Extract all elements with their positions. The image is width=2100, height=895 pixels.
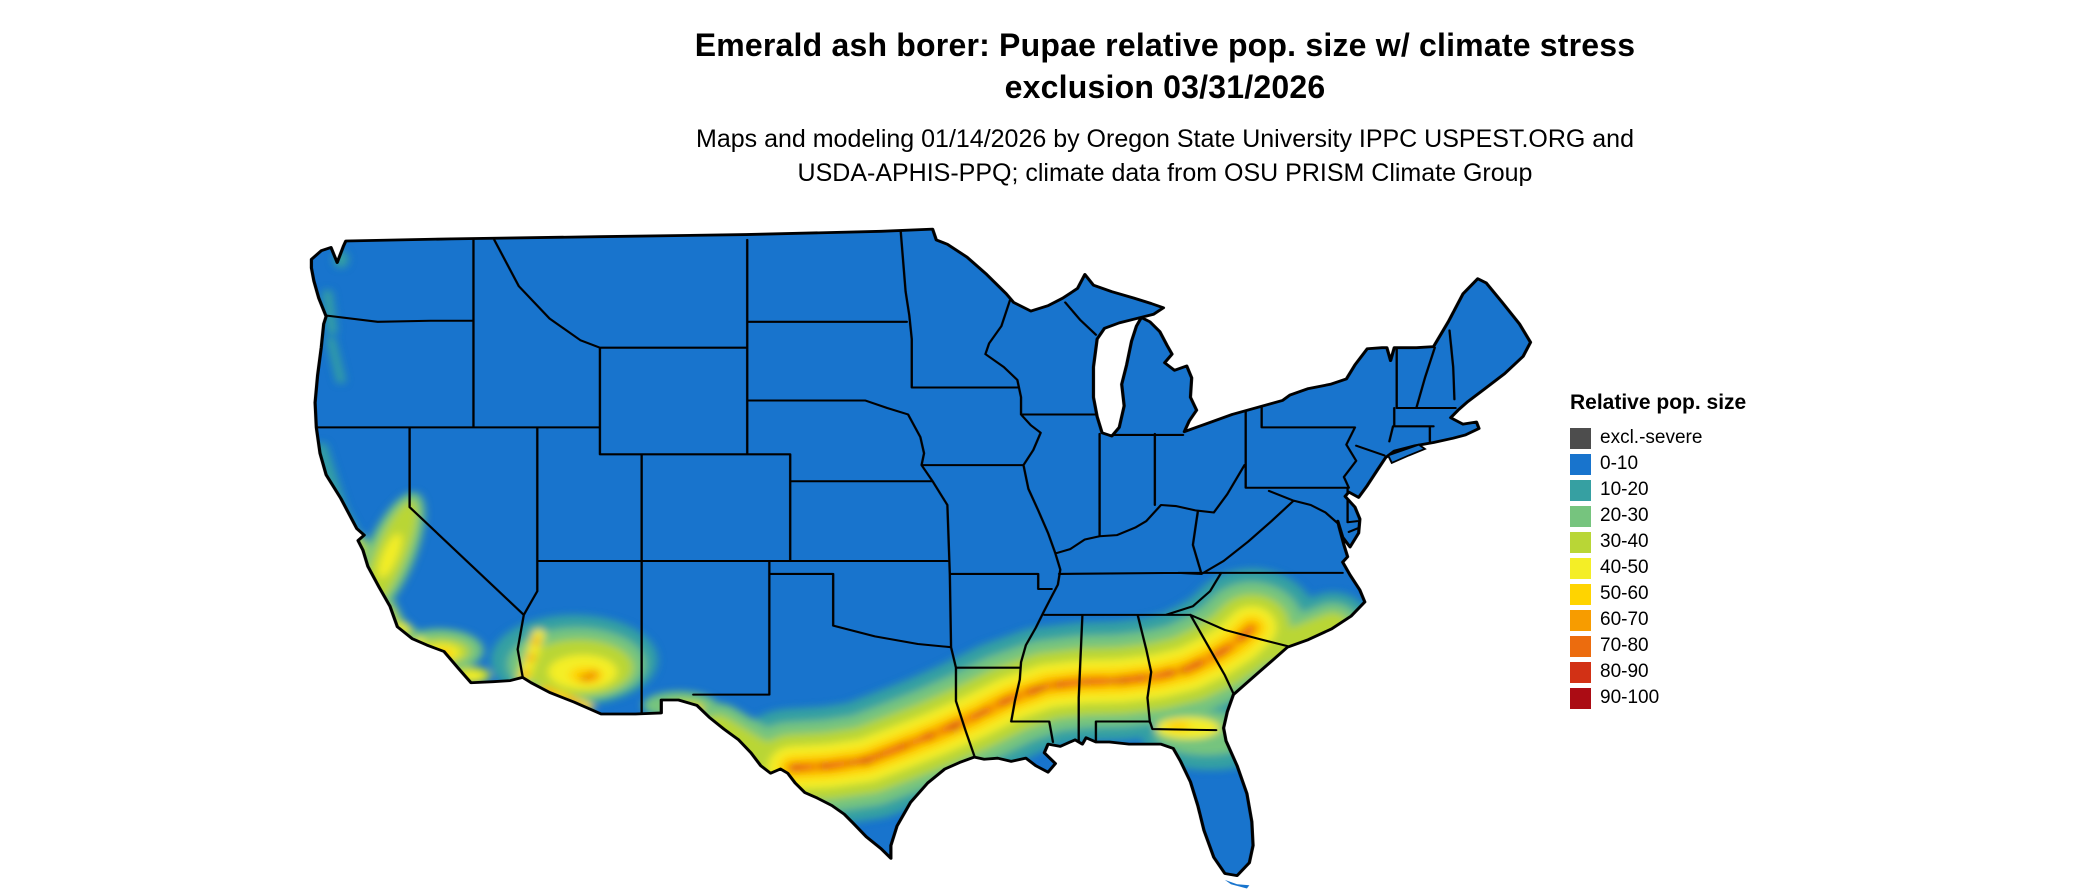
legend-item: 40-50 xyxy=(1570,555,1820,581)
legend-items: excl.-severe 0-10 10-20 20-30 30-40 40-50 50-6… xyxy=(1570,425,1820,711)
legend-label: 70-80 xyxy=(1600,635,1649,656)
legend-item: 30-40 xyxy=(1570,529,1820,555)
legend-swatch xyxy=(1570,427,1591,449)
map-area xyxy=(304,227,1544,895)
legend-swatch xyxy=(1570,661,1591,683)
legend-item: 10-20 xyxy=(1570,477,1820,503)
legend-item: 0-10 xyxy=(1570,451,1820,477)
legend-swatch xyxy=(1570,453,1591,475)
legend-label: 90-100 xyxy=(1600,687,1660,708)
legend-label: 80-90 xyxy=(1600,661,1649,682)
legend-item: 80-90 xyxy=(1570,659,1820,685)
legend-swatch xyxy=(1570,635,1591,657)
legend-swatch xyxy=(1570,505,1591,527)
map-title-line2: exclusion 03/31/2026 xyxy=(1004,69,1326,105)
legend-item: 60-70 xyxy=(1570,607,1820,633)
legend-item: 70-80 xyxy=(1570,633,1820,659)
legend-label: 20-30 xyxy=(1600,505,1649,526)
legend-swatch xyxy=(1570,531,1591,553)
map-subtitle: Maps and modeling 01/14/2026 by Oregon S… xyxy=(330,122,2000,190)
legend-swatch xyxy=(1570,479,1591,501)
map-title-line1: Emerald ash borer: Pupae relative pop. s… xyxy=(694,27,1636,63)
legend-item: 50-60 xyxy=(1570,581,1820,607)
legend-title: Relative pop. size xyxy=(1570,391,1747,414)
legend-label: 30-40 xyxy=(1600,531,1649,552)
legend-swatch xyxy=(1570,583,1591,605)
legend-item: excl.-severe xyxy=(1570,425,1820,451)
legend-swatch xyxy=(1570,609,1591,631)
legend-item: 20-30 xyxy=(1570,503,1820,529)
conus-outline xyxy=(309,227,1533,878)
legend-label: 0-10 xyxy=(1600,453,1639,474)
legend-swatch xyxy=(1570,557,1591,579)
legend-label: 10-20 xyxy=(1600,479,1649,500)
map-subtitle-line2: USDA-APHIS-PPQ; climate data from OSU PR… xyxy=(797,159,1533,187)
legend-label: 40-50 xyxy=(1600,557,1649,578)
legend-swatch xyxy=(1570,687,1591,709)
legend-label: excl.-severe xyxy=(1600,427,1703,448)
map-title: Emerald ash borer: Pupae relative pop. s… xyxy=(330,24,2000,108)
legend: Relative pop. size excl.-severe 0-10 10-20… xyxy=(1570,388,1820,711)
state-borders xyxy=(315,230,1457,758)
map-subtitle-line1: Maps and modeling 01/14/2026 by Oregon S… xyxy=(696,125,1634,153)
legend-item: 90-100 xyxy=(1570,685,1820,711)
legend-label: 50-60 xyxy=(1600,583,1649,604)
florida-keys xyxy=(1224,879,1250,889)
legend-label: 60-70 xyxy=(1600,609,1649,630)
us-map xyxy=(309,227,1533,889)
long-island xyxy=(1386,443,1427,465)
